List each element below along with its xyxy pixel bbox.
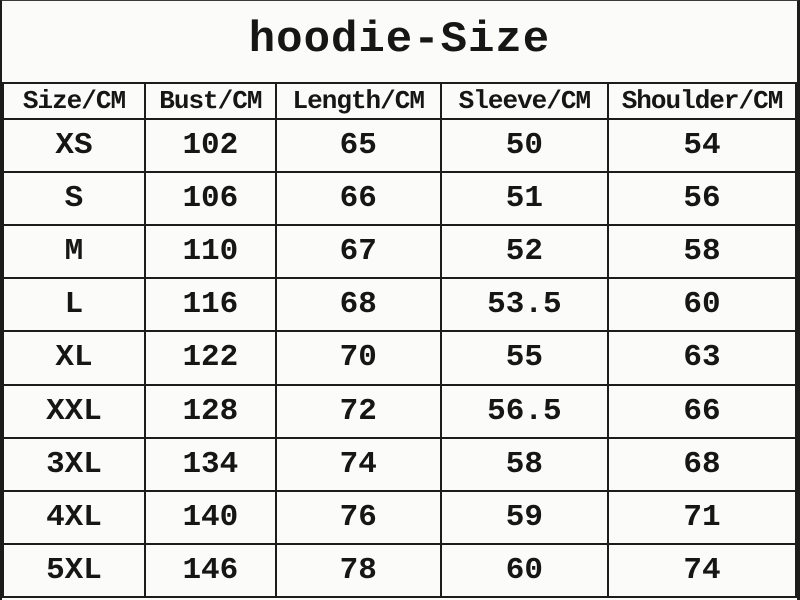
column-header-sleeve: Sleeve/CM [439, 82, 610, 120]
shoulder-cell: 71 [607, 489, 797, 545]
size-cell: M [2, 224, 146, 280]
bust-cell: 140 [143, 489, 277, 545]
shoulder-cell: 56 [607, 171, 797, 227]
bust-cell: 106 [143, 171, 277, 227]
shoulder-cell: 58 [607, 224, 797, 280]
size-cell: XS [2, 117, 146, 174]
length-cell: 68 [274, 277, 442, 333]
header-row: Size/CM Bust/CM Length/CM Sleeve/CM Shou… [2, 82, 797, 120]
shoulder-cell: 66 [607, 383, 797, 439]
column-header-shoulder: Shoulder/CM [607, 82, 797, 120]
table-header: Size/CM Bust/CM Length/CM Sleeve/CM Shou… [2, 82, 797, 120]
shoulder-cell: 74 [607, 542, 797, 599]
chart-title: hoodie-Size [248, 14, 551, 65]
shoulder-cell: 63 [607, 330, 797, 386]
title-band: hoodie-Size [2, 1, 797, 82]
table-row-xxl: XXL 128 72 56.5 66 [2, 383, 797, 439]
column-header-size: Size/CM [2, 82, 146, 120]
size-cell: XXL [2, 383, 146, 439]
length-cell: 78 [274, 542, 442, 599]
bust-cell: 116 [143, 277, 277, 333]
sleeve-cell: 58 [439, 436, 610, 492]
length-cell: 67 [274, 224, 442, 280]
length-cell: 74 [274, 436, 442, 492]
length-cell: 76 [274, 489, 442, 545]
size-chart-table: Size/CM Bust/CM Length/CM Sleeve/CM Shou… [2, 82, 797, 599]
sleeve-cell: 56.5 [439, 383, 610, 439]
column-header-length: Length/CM [274, 82, 442, 120]
bust-cell: 122 [143, 330, 277, 386]
table-row-xs: XS 102 65 50 54 [2, 117, 797, 174]
size-cell: S [2, 171, 146, 227]
size-cell: L [2, 277, 146, 333]
table-row-xl: XL 122 70 55 63 [2, 330, 797, 386]
sleeve-cell: 52 [439, 224, 610, 280]
column-header-bust: Bust/CM [143, 82, 277, 120]
bust-cell: 134 [143, 436, 277, 492]
sleeve-cell: 51 [439, 171, 610, 227]
table-row-s: S 106 66 51 56 [2, 171, 797, 227]
table-row-m: M 110 67 52 58 [2, 224, 797, 280]
length-cell: 72 [274, 383, 442, 439]
shoulder-cell: 68 [607, 436, 797, 492]
bust-cell: 146 [143, 542, 277, 599]
size-cell: 3XL [2, 436, 146, 492]
size-cell: 5XL [2, 542, 146, 599]
shoulder-cell: 54 [607, 117, 797, 174]
bust-cell: 128 [143, 383, 277, 439]
bust-cell: 110 [143, 224, 277, 280]
length-cell: 65 [274, 117, 442, 174]
table-row-4xl: 4XL 140 76 59 71 [2, 489, 797, 545]
table-body: XS 102 65 50 54 S 106 66 51 56 M 110 67 … [2, 117, 797, 599]
sleeve-cell: 50 [439, 117, 610, 174]
sleeve-cell: 53.5 [439, 277, 610, 333]
sleeve-cell: 59 [439, 489, 610, 545]
shoulder-cell: 60 [607, 277, 797, 333]
size-cell: 4XL [2, 489, 146, 545]
size-cell: XL [2, 330, 146, 386]
table-row-l: L 116 68 53.5 60 [2, 277, 797, 333]
sleeve-cell: 60 [439, 542, 610, 599]
table-row-5xl: 5XL 146 78 60 74 [2, 542, 797, 599]
bust-cell: 102 [143, 117, 277, 174]
length-cell: 66 [274, 171, 442, 227]
length-cell: 70 [274, 330, 442, 386]
sleeve-cell: 55 [439, 330, 610, 386]
table-row-3xl: 3XL 134 74 58 68 [2, 436, 797, 492]
